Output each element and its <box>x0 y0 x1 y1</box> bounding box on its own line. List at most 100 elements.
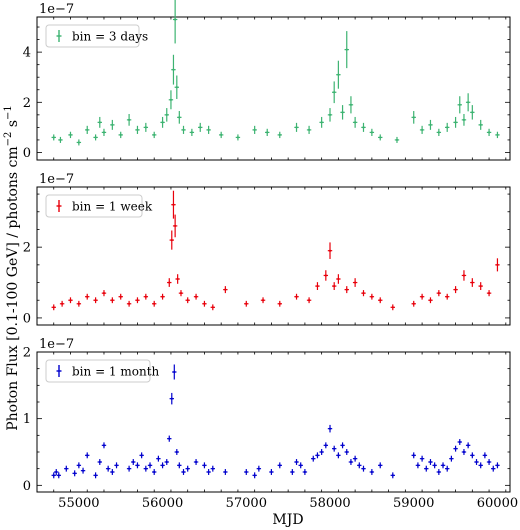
point-marker <box>337 73 340 76</box>
point-marker <box>190 131 193 134</box>
point-marker <box>178 464 181 467</box>
point-marker <box>140 454 143 457</box>
point-marker <box>203 302 206 305</box>
point-marker <box>144 126 147 129</box>
point-marker <box>467 101 470 104</box>
data-point <box>311 455 316 462</box>
point-marker <box>395 138 399 142</box>
point-marker <box>178 116 181 119</box>
data-point <box>185 465 190 472</box>
y-axis-label-main: Photon Flux [0.1-100 GeV] / photons cm <box>5 146 21 430</box>
point-marker <box>119 295 122 298</box>
point-marker <box>295 295 298 298</box>
data-point <box>470 452 475 459</box>
point-marker <box>429 123 432 126</box>
data-point <box>169 392 174 405</box>
point-marker <box>420 295 424 298</box>
data-point <box>174 449 180 455</box>
data-point <box>378 462 383 469</box>
y-axis-label-mid: s <box>5 120 21 132</box>
data-point <box>193 293 199 300</box>
point-marker <box>94 136 97 139</box>
point-marker <box>65 467 68 470</box>
data-point <box>277 131 282 139</box>
data-point <box>445 122 450 132</box>
data-point <box>218 131 224 139</box>
data-point <box>260 297 266 304</box>
data-point <box>457 96 462 114</box>
point-marker <box>462 274 466 277</box>
data-point <box>411 111 416 124</box>
data-point <box>478 119 483 130</box>
point-marker <box>98 460 101 464</box>
data-point <box>470 105 475 120</box>
data-point <box>453 116 458 128</box>
point-marker <box>454 288 457 291</box>
data-point <box>54 469 59 475</box>
y-axis-label: Photon Flux [0.1-100 GeV] / photons cm−2… <box>3 105 21 431</box>
point-marker <box>182 470 185 474</box>
data-point <box>85 452 90 459</box>
point-marker <box>320 450 323 454</box>
data-point <box>93 297 98 304</box>
point-marker <box>307 128 311 131</box>
data-point <box>97 116 102 128</box>
data-point <box>118 293 123 300</box>
point-marker <box>111 299 114 302</box>
point-marker <box>487 460 491 464</box>
point-marker <box>157 457 160 460</box>
data-point <box>105 465 111 472</box>
data-point <box>495 258 500 272</box>
point-marker <box>333 91 336 94</box>
data-point <box>340 442 345 449</box>
point-marker <box>437 292 440 295</box>
legend-box <box>45 359 151 383</box>
data-point <box>461 270 467 281</box>
data-point <box>223 286 228 294</box>
data-point <box>453 286 458 294</box>
point-marker <box>492 467 495 470</box>
point-marker <box>354 457 357 460</box>
panel-1month: 55000 56000 57000 58000 59000 60000 0 1 2 1e−7 bin… <box>23 337 518 511</box>
data-point <box>461 449 467 455</box>
point-marker <box>479 464 482 467</box>
point-marker <box>179 292 183 295</box>
data-point <box>174 75 180 99</box>
data-point <box>51 134 56 141</box>
data-point <box>265 128 270 137</box>
data-point <box>223 469 228 475</box>
data-point <box>432 462 437 469</box>
data-point <box>101 290 107 297</box>
data-point <box>315 282 320 290</box>
point-marker <box>291 470 294 474</box>
y-tick-label: 2 <box>23 96 31 111</box>
data-point <box>277 462 282 469</box>
point-marker <box>153 133 156 137</box>
data-point <box>101 128 107 137</box>
data-point <box>465 93 471 112</box>
point-marker <box>379 464 382 467</box>
data-point <box>331 282 337 290</box>
point-marker <box>211 467 214 470</box>
point-marker <box>224 470 227 474</box>
point-marker <box>168 281 171 284</box>
point-marker <box>358 464 361 467</box>
panel-3day: 0 2 4 1e−7 bin = 3 days <box>23 0 511 161</box>
data-point <box>461 113 467 126</box>
x-tick-label: 59000 <box>393 496 434 511</box>
data-point <box>189 128 195 137</box>
data-point <box>327 242 333 259</box>
data-point <box>93 472 98 479</box>
data-point <box>210 465 216 472</box>
point-marker <box>370 295 373 298</box>
point-marker <box>391 306 394 309</box>
point-marker <box>245 470 248 474</box>
data-point <box>315 452 320 459</box>
data-point <box>327 108 333 122</box>
data-point <box>169 230 174 250</box>
data-point <box>72 470 77 477</box>
point-marker <box>299 464 302 467</box>
data-point <box>181 125 186 134</box>
legend-box <box>45 24 140 48</box>
data-point <box>352 116 358 128</box>
